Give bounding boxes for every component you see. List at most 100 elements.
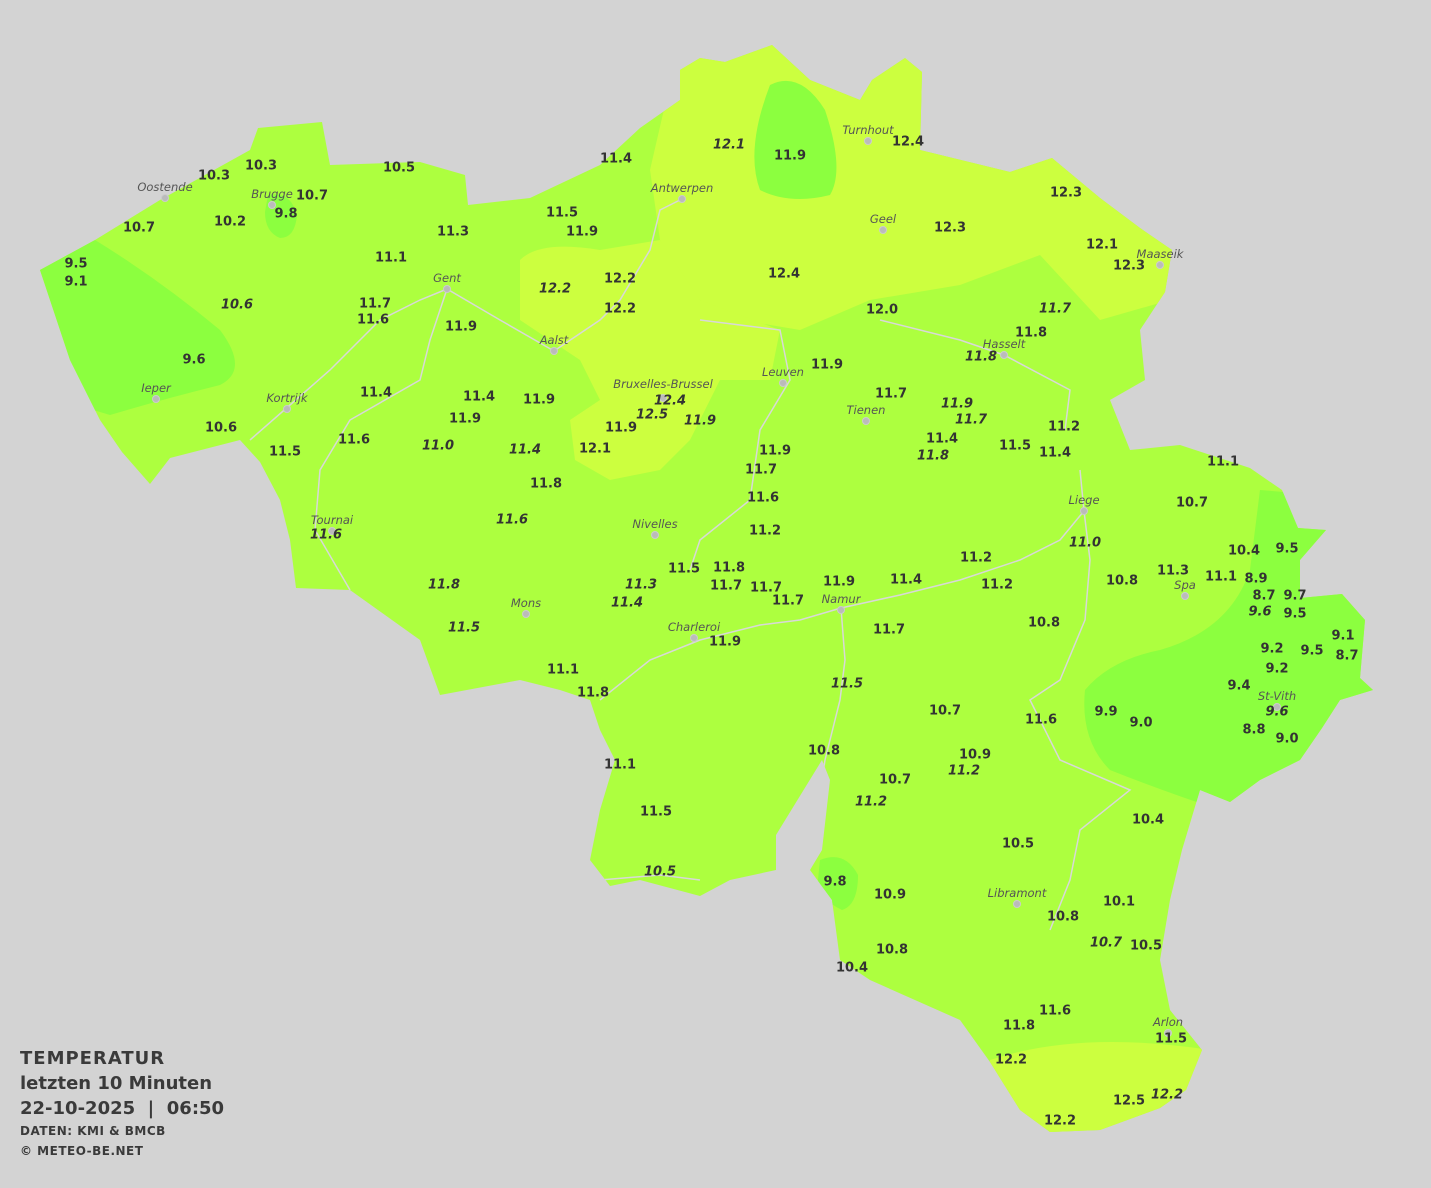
city-oostende: Oostende	[137, 180, 193, 202]
temperature-reading: 11.2	[1048, 420, 1080, 435]
temperature-reading: 12.4	[654, 394, 686, 409]
temperature-reading: 11.2	[981, 578, 1013, 593]
legend-datetime: 22-10-2025 | 06:50	[20, 1098, 225, 1119]
temperature-reading: 12.2	[604, 272, 636, 287]
city-dot	[161, 194, 169, 202]
temperature-reading: 12.5	[636, 408, 668, 423]
legend-period: letzten 10 Minuten	[20, 1073, 213, 1094]
temperature-reading: 10.9	[959, 748, 991, 763]
temperature-reading: 10.3	[198, 169, 230, 184]
city-ieper: Ieper	[141, 381, 172, 403]
city-dot	[1164, 1029, 1172, 1037]
city-aalst: Aalst	[539, 333, 569, 355]
temperature-reading: 9.2	[1260, 642, 1283, 657]
temperature-reading: 10.9	[874, 888, 906, 903]
temperature-reading: 9.8	[274, 207, 297, 222]
temperature-reading: 10.5	[1130, 939, 1162, 954]
city-dot	[779, 379, 787, 387]
temperature-reading: 11.9	[445, 320, 477, 335]
temperature-reading: 12.5	[1113, 1094, 1145, 1109]
temperature-reading: 11.4	[1039, 446, 1071, 461]
temperature-reading: 10.4	[836, 961, 868, 976]
zone-warm-north-east	[650, 45, 1180, 330]
country-shape	[40, 45, 1373, 1132]
temperature-reading: 9.9	[1094, 705, 1117, 720]
city-bruxelles-brussel: Bruxelles-Brussel	[613, 377, 714, 402]
city-tienen: Tienen	[847, 403, 886, 425]
temperature-reading: 11.7	[955, 413, 988, 428]
city-dot	[443, 285, 451, 293]
city-gent: Gent	[433, 271, 461, 293]
temperature-reading: 11.1	[1205, 570, 1237, 585]
temperature-reading: 11.1	[604, 758, 636, 773]
temperature-reading: 11.4	[463, 390, 495, 405]
temperature-reading: 11.0	[422, 439, 454, 454]
temperature-reading: 12.4	[768, 267, 800, 282]
temperature-reading: 12.2	[604, 302, 636, 317]
temperature-reading: 9.5	[1275, 542, 1298, 557]
city-label: Antwerpen	[650, 181, 714, 195]
city-markers: Oostende Brugge Antwerpen Turnhout Geel Maase…	[137, 123, 1296, 1037]
temperature-reading: 12.2	[995, 1053, 1027, 1068]
temperature-reading: 10.5	[644, 865, 676, 880]
temperature-reading: 11.9	[709, 635, 741, 650]
temperature-reading: 8.7	[1252, 589, 1275, 604]
temperature-reading: 11.8	[1015, 326, 1047, 341]
temperature-reading: 11.5	[546, 206, 578, 221]
temperature-reading: 12.2	[1151, 1088, 1183, 1103]
city-label: Mons	[511, 596, 541, 610]
temperature-reading: 11.9	[759, 444, 791, 459]
temperature-reading: 11.5	[640, 805, 672, 820]
temperature-reading: 12.2	[1044, 1114, 1076, 1129]
city-maaseik: Maaseik	[1137, 247, 1185, 269]
city-spa: Spa	[1174, 578, 1196, 600]
city-dot	[864, 137, 872, 145]
temperature-reading: 11.7	[359, 297, 391, 312]
city-dot	[550, 347, 558, 355]
city-label: Tienen	[847, 403, 886, 417]
city-dot	[862, 417, 870, 425]
city-label: Tournai	[311, 513, 354, 527]
temperature-reading: 11.2	[960, 551, 992, 566]
city-dot	[1000, 351, 1008, 359]
temperature-reading: 12.3	[934, 221, 966, 236]
temperature-reading: 11.6	[1025, 713, 1057, 728]
city-dot	[328, 527, 336, 535]
temperature-reading: 11.1	[547, 663, 579, 678]
temperature-reading: 11.6	[338, 433, 370, 448]
temperature-reading: 11.6	[1039, 1004, 1071, 1019]
city-label: Hasselt	[983, 337, 1026, 351]
city-dot	[651, 531, 659, 539]
temperature-reading: 11.2	[855, 795, 887, 810]
city-label: St-Vith	[1258, 689, 1296, 703]
city-label: Turnhout	[842, 123, 894, 137]
temperature-reading: 10.6	[205, 421, 237, 436]
legend-copyright: © METEO-BE.NET	[20, 1144, 144, 1158]
city-st-vith: St-Vith	[1258, 689, 1296, 711]
temperature-reading: 10.7	[929, 704, 961, 719]
temperature-reading: 11.4	[600, 152, 632, 167]
city-label: Maaseik	[1137, 247, 1185, 261]
temperature-reading: 10.1	[1103, 895, 1135, 910]
temperature-reading: 9.8	[823, 875, 846, 890]
temperature-reading: 11.2	[948, 764, 980, 779]
temperature-reading: 9.6	[1248, 605, 1271, 620]
temperature-reading: 10.7	[123, 221, 155, 236]
temperature-reading: 11.8	[917, 449, 949, 464]
city-label: Gent	[433, 271, 461, 285]
temperature-reading: 11.9	[566, 225, 598, 240]
temperature-reading: 11.8	[577, 686, 609, 701]
temperature-reading: 11.8	[1003, 1019, 1035, 1034]
temperature-reading: 11.5	[269, 445, 301, 460]
temperature-reading: 10.5	[383, 161, 415, 176]
temperature-reading: 11.5	[448, 621, 480, 636]
city-label: Kortrijk	[266, 391, 309, 405]
temperature-reading: 9.1	[1331, 629, 1354, 644]
temperature-reading: 11.5	[668, 562, 700, 577]
city-label: Libramont	[988, 886, 1047, 900]
temperature-reading: 11.7	[875, 387, 907, 402]
legend-source: DATEN: KMI & BMCB	[20, 1124, 166, 1138]
temperature-reading: 10.7	[1090, 936, 1123, 951]
city-label: Spa	[1174, 578, 1196, 592]
city-label: Namur	[822, 592, 862, 606]
